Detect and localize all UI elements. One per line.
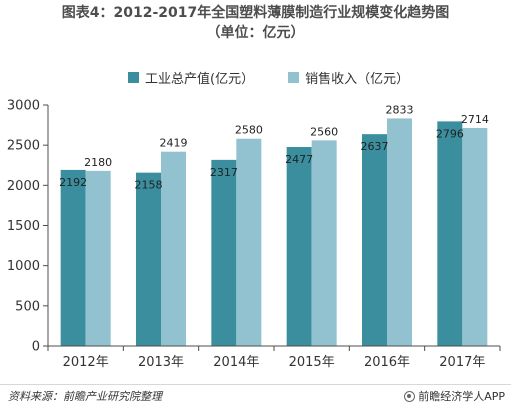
x-tick-label: 2014年 bbox=[213, 355, 259, 370]
bar-series-2 bbox=[236, 138, 262, 346]
y-tick-label: 1000 bbox=[7, 259, 40, 274]
bar-series-1 bbox=[286, 147, 312, 346]
y-tick-label: 2000 bbox=[7, 179, 40, 194]
data-label-series-2: 2180 bbox=[84, 156, 112, 169]
legend-swatch-series-2 bbox=[288, 71, 300, 83]
data-label-series-2: 2560 bbox=[310, 125, 338, 138]
x-tick-label: 2016年 bbox=[364, 355, 410, 370]
source-note: 资料来源：前瞻产业研究院整理 bbox=[8, 390, 162, 403]
legend: 工业总产值(亿元） 销售收入（亿元） bbox=[128, 68, 443, 87]
data-label-series-2: 2580 bbox=[235, 124, 263, 137]
bar-series-2 bbox=[311, 140, 337, 346]
legend-swatch-series-1 bbox=[128, 71, 139, 83]
x-tick-label: 2015年 bbox=[289, 355, 335, 370]
legend-label-series-2: 销售收入（亿元） bbox=[305, 71, 410, 87]
legend-item-series-2: 销售收入（亿元） bbox=[288, 68, 409, 87]
x-tick-label: 2013年 bbox=[138, 355, 184, 370]
data-label-series-1: 2317 bbox=[210, 166, 238, 179]
legend-label-series-1: 工业总产值(亿元） bbox=[145, 71, 255, 87]
y-tick-label: 0 bbox=[32, 340, 40, 355]
brand-label: 前瞻经济学人APP bbox=[418, 390, 505, 403]
legend-item-series-1: 工业总产值(亿元） bbox=[128, 68, 254, 87]
bar-series-2 bbox=[85, 170, 111, 346]
data-label-series-2: 2419 bbox=[160, 137, 188, 150]
data-label-series-2: 2833 bbox=[386, 103, 414, 116]
chart-title: 图表4：2012-2017年全国塑料薄膜制造行业规模变化趋势图 bbox=[61, 5, 450, 21]
x-tick-label: 2017年 bbox=[439, 355, 485, 370]
data-label-series-1: 2477 bbox=[285, 153, 313, 166]
bar-series-1 bbox=[437, 121, 463, 346]
bar-series-2 bbox=[161, 151, 186, 346]
bar-series-1 bbox=[136, 172, 161, 346]
bar-series-2 bbox=[462, 127, 488, 346]
x-tick-label: 2012年 bbox=[63, 355, 109, 370]
y-tick-label: 500 bbox=[15, 299, 40, 314]
y-tick-label: 3000 bbox=[7, 99, 40, 114]
brand-logo-icon bbox=[404, 390, 416, 402]
bar-series-1 bbox=[211, 159, 237, 346]
data-label-series-2: 2714 bbox=[461, 113, 489, 126]
data-label-series-1: 2637 bbox=[361, 140, 389, 153]
data-label-series-1: 2796 bbox=[436, 127, 464, 140]
y-tick-label: 2500 bbox=[7, 139, 40, 154]
chart-subtitle: （单位：亿元） bbox=[206, 25, 305, 41]
footer-divider bbox=[0, 384, 511, 385]
bar-series-1 bbox=[362, 134, 387, 346]
bar-series-1 bbox=[60, 169, 86, 346]
bar-series-2 bbox=[387, 118, 412, 346]
data-label-series-1: 2158 bbox=[135, 179, 163, 192]
data-label-series-1: 2192 bbox=[59, 176, 87, 189]
brand: 前瞻经济学人APP bbox=[404, 388, 505, 404]
y-tick-label: 1500 bbox=[7, 219, 40, 234]
